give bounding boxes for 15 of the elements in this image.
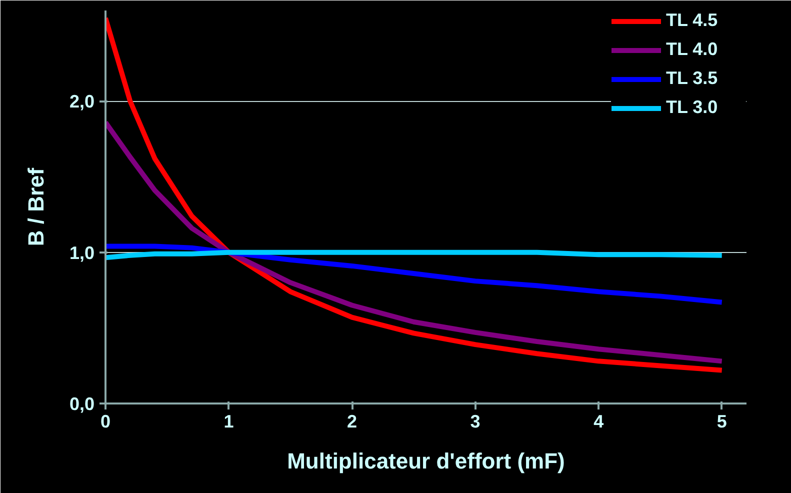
legend-label: TL 4.5 [666,10,719,31]
x-tick-label: 5 [716,412,727,432]
x-tick-label: 3 [470,412,480,432]
y-tick-label: 2,0 [69,92,95,112]
y-tick-label: 0,0 [69,394,95,414]
y-axis-title: B / Bref [23,167,48,246]
y-tick-label: 1,0 [69,242,95,263]
x-tick-label: 0 [100,412,111,432]
legend-label: TL 3.0 [666,97,719,118]
x-tick-label: 2 [347,412,358,432]
legend-label: TL 4.0 [666,39,719,60]
x-axis-title: Multiplicateur d'effort (mF) [287,448,565,474]
x-tick-label: 1 [224,412,234,432]
legend-label: TL 3.5 [666,68,719,89]
x-tick-label: 4 [594,412,604,432]
